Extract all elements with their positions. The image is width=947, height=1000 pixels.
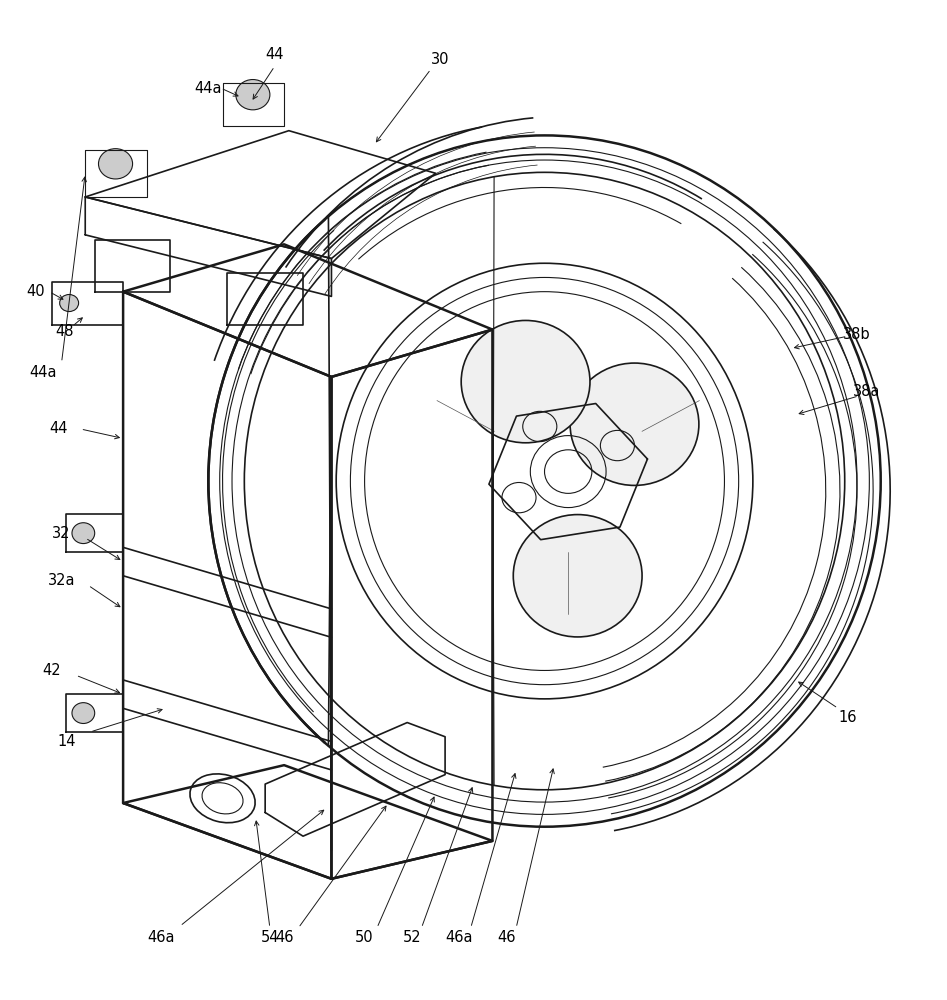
Ellipse shape [72,703,95,723]
Ellipse shape [236,80,270,110]
Text: 44: 44 [265,47,284,62]
Text: 52: 52 [402,930,421,945]
Text: 46: 46 [497,930,516,945]
Text: 46a: 46a [147,930,175,945]
Ellipse shape [513,515,642,637]
Text: 38a: 38a [853,384,880,399]
Text: 32a: 32a [47,573,76,588]
Text: 44a: 44a [194,81,223,96]
Text: 50: 50 [355,930,374,945]
Ellipse shape [72,523,95,544]
Text: 48: 48 [55,324,74,339]
Text: 46: 46 [275,930,294,945]
Text: 30: 30 [431,52,450,67]
Text: 16: 16 [838,710,857,725]
Text: 46a: 46a [445,930,474,945]
Text: 32: 32 [52,526,71,541]
Ellipse shape [461,320,590,443]
Text: 44: 44 [49,421,68,436]
Text: 14: 14 [57,734,76,749]
Text: 38b: 38b [843,327,871,342]
Text: 44a: 44a [28,365,57,380]
Text: 42: 42 [43,663,62,678]
Ellipse shape [98,149,133,179]
Ellipse shape [60,295,79,312]
Ellipse shape [570,363,699,485]
Text: 54: 54 [260,930,279,945]
Text: 40: 40 [27,284,45,299]
